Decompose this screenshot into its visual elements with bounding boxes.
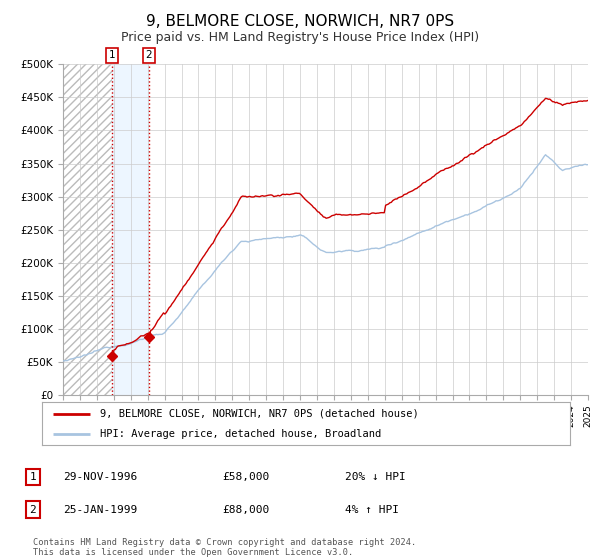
- Text: £58,000: £58,000: [222, 472, 269, 482]
- Text: 29-NOV-1996: 29-NOV-1996: [63, 472, 137, 482]
- Text: Contains HM Land Registry data © Crown copyright and database right 2024.
This d: Contains HM Land Registry data © Crown c…: [33, 538, 416, 557]
- Text: Price paid vs. HM Land Registry's House Price Index (HPI): Price paid vs. HM Land Registry's House …: [121, 31, 479, 44]
- Text: 4% ↑ HPI: 4% ↑ HPI: [345, 505, 399, 515]
- Text: 1: 1: [109, 50, 116, 60]
- Text: 2: 2: [146, 50, 152, 60]
- Text: 2: 2: [29, 505, 37, 515]
- Text: 9, BELMORE CLOSE, NORWICH, NR7 0PS (detached house): 9, BELMORE CLOSE, NORWICH, NR7 0PS (deta…: [100, 409, 419, 419]
- Text: 20% ↓ HPI: 20% ↓ HPI: [345, 472, 406, 482]
- Text: 25-JAN-1999: 25-JAN-1999: [63, 505, 137, 515]
- Text: 9, BELMORE CLOSE, NORWICH, NR7 0PS: 9, BELMORE CLOSE, NORWICH, NR7 0PS: [146, 14, 454, 29]
- Text: HPI: Average price, detached house, Broadland: HPI: Average price, detached house, Broa…: [100, 428, 382, 438]
- Text: 1: 1: [29, 472, 37, 482]
- Bar: [112, 64, 149, 395]
- Bar: [63, 64, 112, 395]
- Text: £88,000: £88,000: [222, 505, 269, 515]
